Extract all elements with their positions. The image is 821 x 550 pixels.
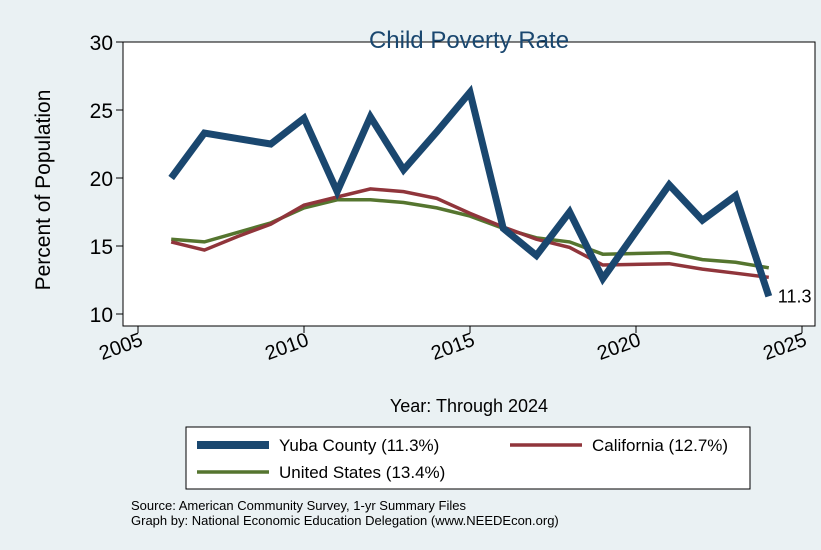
y-tick-label: 10 xyxy=(90,304,113,327)
legend-box xyxy=(185,426,751,490)
chart-title: Child Poverty Rate xyxy=(369,27,569,54)
series-line-0 xyxy=(168,84,773,298)
series-line-1 xyxy=(170,187,770,280)
y-tick-label: 25 xyxy=(90,100,113,123)
x-axis-label: Year: Through 2024 xyxy=(390,396,548,416)
y-tick-label: 30 xyxy=(90,32,113,55)
end-value-label: 11.3 xyxy=(778,286,812,306)
legend: Yuba County (11.3%) California (12.7%) Uni… xyxy=(197,436,728,482)
legend-label: United States (13.4%) xyxy=(279,463,445,482)
series-lines xyxy=(168,84,773,298)
legend-label: Yuba County (11.3%) xyxy=(279,436,439,455)
credit-note: Graph by: National Economic Education De… xyxy=(131,513,559,528)
source-note: Source: American Community Survey, 1-yr … xyxy=(131,498,466,513)
y-tick-label: 20 xyxy=(90,168,113,191)
plot-area xyxy=(122,41,816,327)
y-axis-label: Percent of Population xyxy=(32,90,55,291)
legend-label: California (12.7%) xyxy=(592,436,728,455)
y-tick-label: 15 xyxy=(90,236,113,259)
